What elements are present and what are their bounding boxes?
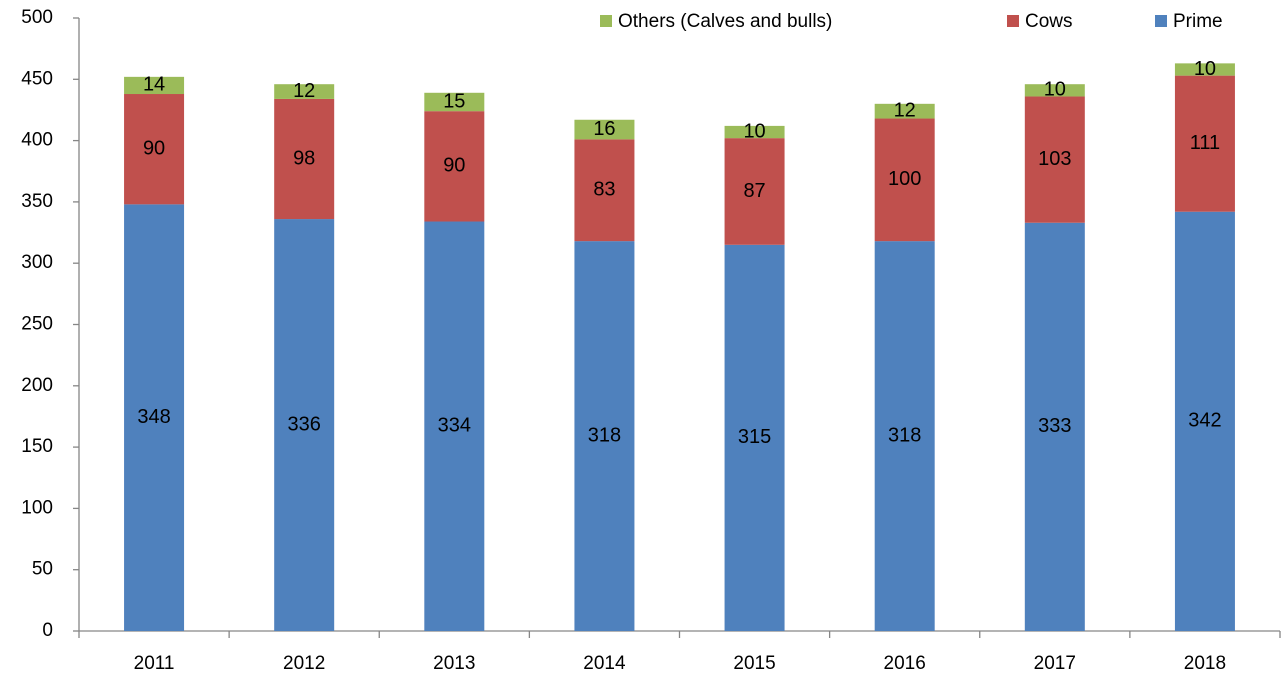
bar-segment (1174, 211, 1235, 631)
data-label: 100 (888, 168, 921, 190)
data-label: 333 (1038, 415, 1071, 437)
bar-segment (724, 125, 785, 139)
legend-label: Prime (1173, 11, 1223, 32)
legend-swatch (1007, 15, 1019, 27)
bar-segment (1174, 75, 1235, 212)
data-label: 111 (1190, 132, 1220, 154)
data-label: 15 (443, 90, 465, 112)
bar-segment (124, 94, 185, 205)
data-label: 83 (593, 179, 615, 201)
bar-segment (874, 118, 935, 242)
data-label: 318 (588, 424, 621, 446)
y-tick-label: 300 (21, 252, 53, 273)
y-tick-label: 100 (21, 497, 53, 518)
data-label: 10 (1044, 79, 1066, 101)
data-label: 12 (293, 80, 315, 102)
data-label: 342 (1188, 410, 1221, 432)
bar-segment (124, 204, 185, 632)
bar-segment (424, 221, 485, 632)
y-tick-label: 350 (21, 191, 53, 212)
bar-segment (724, 138, 785, 245)
data-label: 90 (143, 137, 165, 159)
data-label: 348 (137, 406, 170, 428)
data-label: 16 (593, 118, 615, 140)
bar-segment (274, 219, 335, 631)
bar-segment (574, 241, 635, 631)
bar-segment (874, 103, 935, 119)
x-tick-label: 2015 (733, 653, 775, 674)
y-tick-label: 400 (21, 130, 53, 151)
x-tick-label: 2013 (433, 653, 475, 674)
y-tick-label: 150 (21, 436, 53, 457)
y-tick-label: 200 (21, 375, 53, 396)
bar-segment (274, 84, 335, 99)
data-label: 336 (288, 413, 321, 435)
bar-segment (724, 244, 785, 631)
data-label: 90 (443, 155, 465, 177)
y-tick-label: 450 (21, 68, 53, 89)
x-tick-label: 2017 (1034, 653, 1076, 674)
bar-segment (1174, 63, 1235, 76)
bar-segment (124, 76, 185, 95)
data-label: 10 (743, 120, 765, 142)
bar-segment (574, 139, 635, 242)
data-label: 10 (1194, 58, 1216, 80)
data-label: 14 (143, 74, 165, 96)
bar-segment (574, 119, 635, 140)
data-label: 334 (438, 415, 471, 437)
legend-label: Others (Calves and bulls) (618, 11, 832, 32)
data-label: 103 (1038, 148, 1071, 170)
bar-segment (1024, 96, 1085, 223)
y-tick-label: 50 (32, 559, 53, 580)
bar-segment (874, 241, 935, 631)
x-tick-label: 2011 (134, 653, 175, 674)
data-label: 318 (888, 424, 921, 446)
legend-swatch (1155, 15, 1167, 27)
bar-segment (1024, 84, 1085, 97)
legend-swatch (600, 15, 612, 27)
y-tick-label: 0 (42, 620, 53, 641)
bar-segment (424, 111, 485, 222)
x-tick-label: 2018 (1184, 653, 1226, 674)
x-tick-label: 2016 (884, 653, 926, 674)
x-tick-label: 2012 (283, 653, 325, 674)
bar-segment (1024, 222, 1085, 631)
bar-segment (274, 98, 335, 220)
legend-label: Cows (1025, 11, 1073, 32)
x-tick-label: 2014 (583, 653, 626, 674)
data-label: 12 (894, 99, 916, 121)
data-label: 315 (738, 426, 771, 448)
y-tick-label: 250 (21, 314, 53, 335)
y-tick-label: 500 (21, 7, 53, 28)
data-label: 87 (743, 180, 765, 202)
data-label: 98 (293, 147, 315, 169)
bar-segment (424, 92, 485, 112)
